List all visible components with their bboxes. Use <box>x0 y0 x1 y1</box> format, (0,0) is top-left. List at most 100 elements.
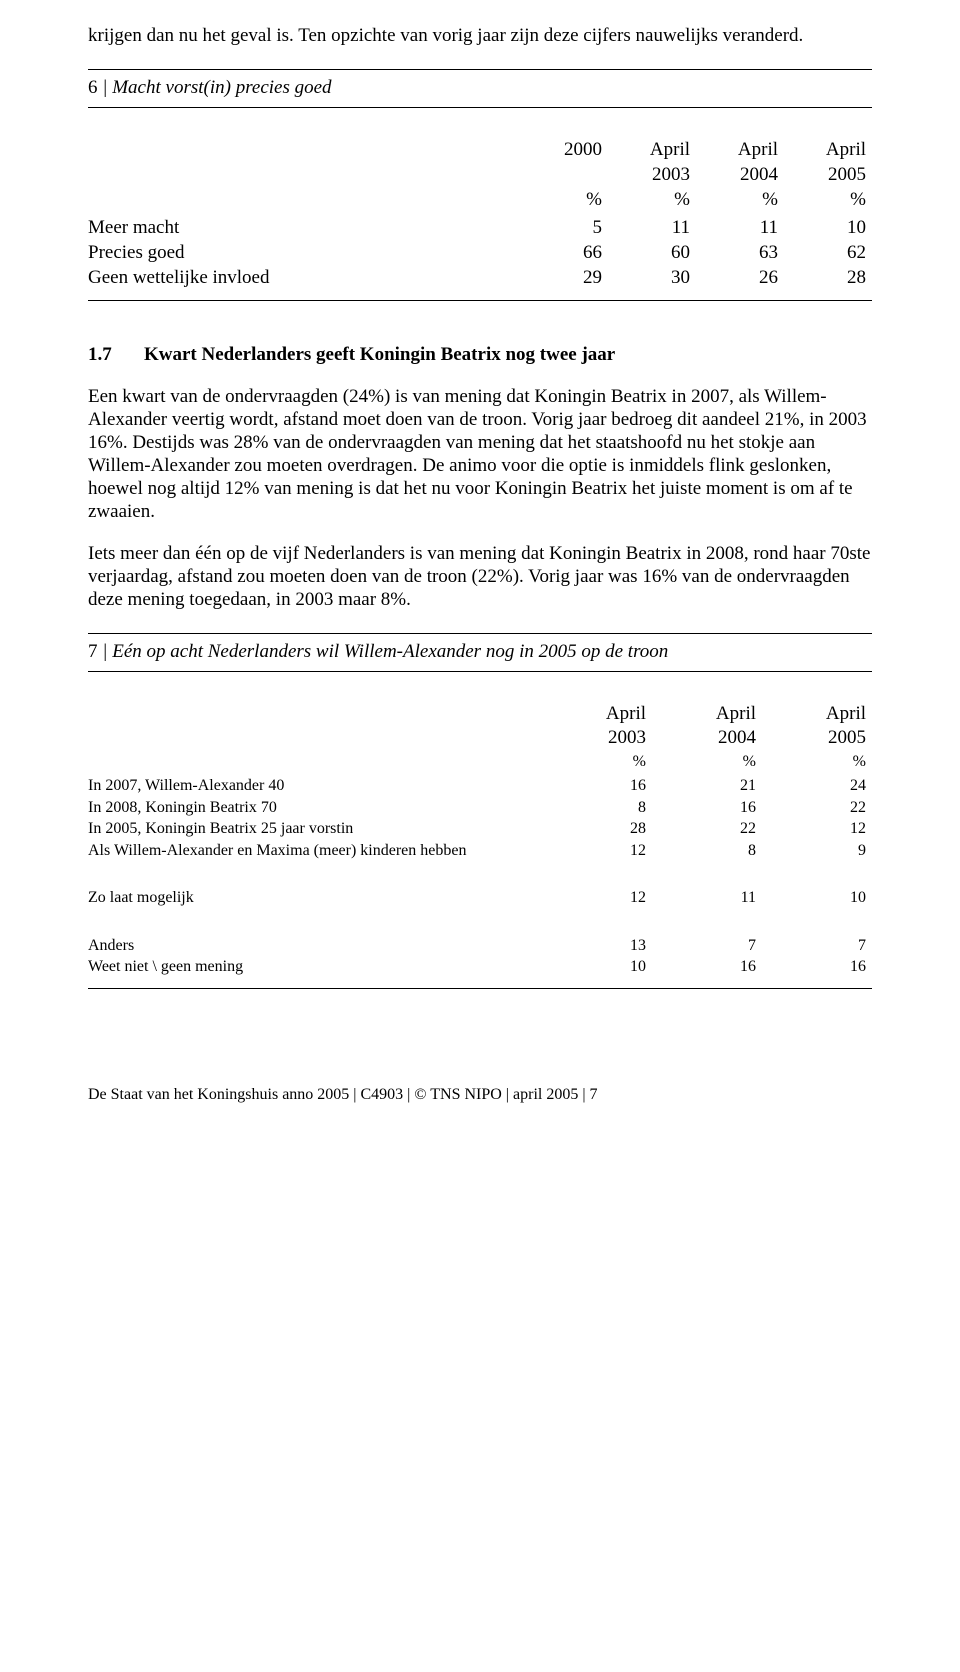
table-row: Als Willem-Alexander en Maxima (meer) ki… <box>88 840 872 862</box>
table7-year-0a: April <box>542 702 652 726</box>
table7-sep: | <box>98 641 113 662</box>
t7b-r0-l: Zo laat mogelijk <box>88 887 542 909</box>
table-row: In 2008, Koningin Beatrix 70 8 16 22 <box>88 797 872 819</box>
t7a-r3-v0: 12 <box>542 840 652 862</box>
table6-r0-v0: 5 <box>520 215 608 240</box>
table6-r1-v3: 62 <box>784 240 872 265</box>
table6-r0-v2: 11 <box>696 215 784 240</box>
table6-header-years2: 2003 2004 2005 <box>88 163 872 187</box>
table-row: In 2007, Willem-Alexander 40 16 21 24 <box>88 775 872 797</box>
table6-r0-v3: 10 <box>784 215 872 240</box>
t7b-r0-v1: 11 <box>652 887 762 909</box>
t7c-r0-v2: 7 <box>762 935 872 957</box>
table-row: Geen wettelijke invloed 29 30 26 28 <box>88 265 872 290</box>
table7-year-1a: April <box>652 702 762 726</box>
table-row: Precies goed 66 60 63 62 <box>88 240 872 265</box>
t7a-r2-v1: 22 <box>652 818 762 840</box>
t7b-r0-v2: 10 <box>762 887 872 909</box>
table6-pct-1: % <box>608 187 696 215</box>
t7a-r0-v1: 21 <box>652 775 762 797</box>
table7-title: Eén op acht Nederlanders wil Willem-Alex… <box>112 641 668 662</box>
table6-r1-v0: 66 <box>520 240 608 265</box>
table7-header-years2: 2003 2004 2005 <box>88 726 872 750</box>
t7b-r0-v0: 12 <box>542 887 652 909</box>
t7a-r2-l: In 2005, Koningin Beatrix 25 jaar vorsti… <box>88 818 542 840</box>
t7a-r3-v2: 9 <box>762 840 872 862</box>
table6-pct-3: % <box>784 187 872 215</box>
table7-pct-0: % <box>542 751 652 776</box>
table6-year-2a: April <box>696 138 784 162</box>
t7c-r1-v0: 10 <box>542 956 652 978</box>
section-1-7-heading: 1.7Kwart Nederlanders geeft Koningin Bea… <box>88 343 872 366</box>
table7-bottom-rule <box>88 988 872 989</box>
table6-year-2b: 2004 <box>696 163 784 187</box>
table7-header-pct: % % % <box>88 751 872 776</box>
t7a-r1-l: In 2008, Koningin Beatrix 70 <box>88 797 542 819</box>
t7a-r0-v2: 24 <box>762 775 872 797</box>
t7a-r1-v2: 22 <box>762 797 872 819</box>
table6-r2-v0: 29 <box>520 265 608 290</box>
table-row: In 2005, Koningin Beatrix 25 jaar vorsti… <box>88 818 872 840</box>
t7a-r1-v1: 16 <box>652 797 762 819</box>
table6-year-3a: April <box>784 138 872 162</box>
table6-r1-v2: 63 <box>696 240 784 265</box>
table6-year-1b: 2003 <box>608 163 696 187</box>
table7-spacer-1 <box>88 861 872 887</box>
table6-header-years: 2000 April April April <box>88 138 872 162</box>
table-row: Meer macht 5 11 11 10 <box>88 215 872 240</box>
t7c-r1-l: Weet niet \ geen mening <box>88 956 542 978</box>
table6-r2-label: Geen wettelijke invloed <box>88 265 520 290</box>
table6-r1-label: Precies goed <box>88 240 520 265</box>
table6-year-0: 2000 <box>520 138 608 162</box>
section-1-7-title: Kwart Nederlanders geeft Koningin Beatri… <box>144 344 615 365</box>
t7a-r2-v0: 28 <box>542 818 652 840</box>
table6-r0-label: Meer macht <box>88 215 520 240</box>
t7c-r0-v1: 7 <box>652 935 762 957</box>
t7c-r1-v1: 16 <box>652 956 762 978</box>
table7-title-bar: 7 | Eén op acht Nederlanders wil Willem-… <box>88 633 872 672</box>
page-footer: De Staat van het Koningshuis anno 2005 |… <box>88 1085 872 1105</box>
t7c-r0-l: Anders <box>88 935 542 957</box>
t7a-r2-v2: 12 <box>762 818 872 840</box>
table6-r1-v1: 60 <box>608 240 696 265</box>
t7a-r1-v0: 8 <box>542 797 652 819</box>
table6-pct-0: % <box>520 187 608 215</box>
table6-r2-v3: 28 <box>784 265 872 290</box>
table6-title-bar: 6 | Macht vorst(in) precies goed <box>88 69 872 108</box>
t7a-r0-l: In 2007, Willem-Alexander 40 <box>88 775 542 797</box>
table6-sep: | <box>98 77 113 98</box>
table6-title: Macht vorst(in) precies goed <box>112 77 331 98</box>
table-row: Weet niet \ geen mening 10 16 16 <box>88 956 872 978</box>
table6: 2000 April April April 2003 2004 2005 % … <box>88 138 872 290</box>
table6-year-1a: April <box>608 138 696 162</box>
t7c-r1-v2: 16 <box>762 956 872 978</box>
table7: April April April 2003 2004 2005 % % % I… <box>88 702 872 977</box>
table6-r2-v2: 26 <box>696 265 784 290</box>
table7-pct-1: % <box>652 751 762 776</box>
t7a-r3-l: Als Willem-Alexander en Maxima (meer) ki… <box>88 840 542 862</box>
section-1-7-p1: Een kwart van de ondervraagden (24%) is … <box>88 385 872 524</box>
section-1-7-p2: Iets meer dan één op de vijf Nederlander… <box>88 542 872 612</box>
table-row: Anders 13 7 7 <box>88 935 872 957</box>
table7-year-1b: 2004 <box>652 726 762 750</box>
table7-number: 7 <box>88 641 98 662</box>
table7-year-2a: April <box>762 702 872 726</box>
table6-number: 6 <box>88 77 98 98</box>
table-row: Zo laat mogelijk 12 11 10 <box>88 887 872 909</box>
table6-r2-v1: 30 <box>608 265 696 290</box>
t7a-r0-v0: 16 <box>542 775 652 797</box>
table6-pct-2: % <box>696 187 784 215</box>
table6-year-3b: 2005 <box>784 163 872 187</box>
t7a-r3-v1: 8 <box>652 840 762 862</box>
table7-year-0b: 2003 <box>542 726 652 750</box>
intro-paragraph: krijgen dan nu het geval is. Ten opzicht… <box>88 24 872 47</box>
table7-spacer-2 <box>88 909 872 935</box>
t7c-r0-v0: 13 <box>542 935 652 957</box>
table6-bottom-rule <box>88 300 872 301</box>
section-1-7-num: 1.7 <box>88 343 144 366</box>
table7-pct-2: % <box>762 751 872 776</box>
table6-r0-v1: 11 <box>608 215 696 240</box>
table6-header-pct: % % % % <box>88 187 872 215</box>
table7-year-2b: 2005 <box>762 726 872 750</box>
table7-header-years: April April April <box>88 702 872 726</box>
